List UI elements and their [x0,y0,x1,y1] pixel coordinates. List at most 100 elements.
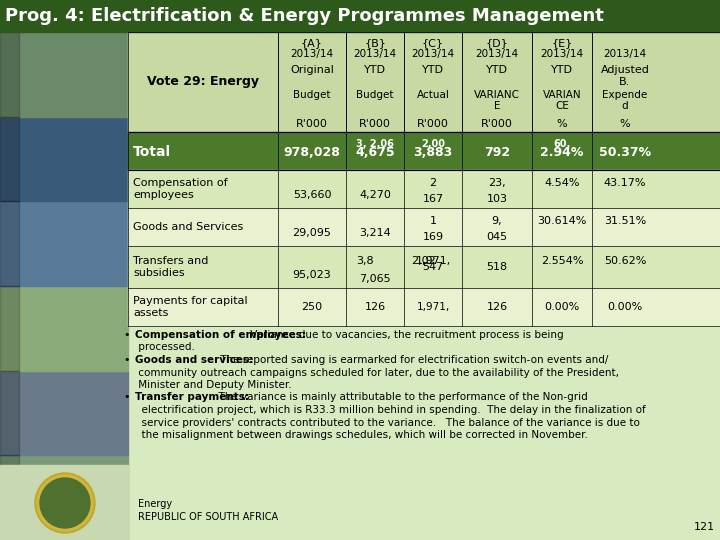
Bar [128,208,720,246]
Text: YTD: YTD [486,65,508,75]
Text: {E}: {E} [552,38,572,48]
Text: 1,971,: 1,971, [416,302,449,312]
Text: service providers' contracts contributed to the variance.   The balance of the v: service providers' contracts contributed… [135,417,640,428]
Text: •: • [124,393,130,402]
Text: 978,028: 978,028 [284,146,341,159]
Text: 9,: 9, [492,216,503,226]
Bar [128,32,720,132]
Text: 60,: 60, [554,139,571,149]
Text: Budget: Budget [356,90,394,100]
Text: community outreach campaigns scheduled for later, due to the availability of the: community outreach campaigns scheduled f… [135,368,619,377]
Text: 2013/14: 2013/14 [411,49,454,59]
Text: 547: 547 [423,262,444,272]
Text: Prog. 4: Electrification & Energy Programmes Management: Prog. 4: Electrification & Energy Progra… [5,7,604,25]
Text: 3,8: 3,8 [356,256,374,266]
Bar [0,0,720,32]
Text: 50.37%: 50.37% [599,146,651,159]
Text: 4,270: 4,270 [359,190,391,200]
Text: 53,660: 53,660 [293,190,331,200]
Text: 045: 045 [487,232,508,242]
Text: 2013/14: 2013/14 [354,49,397,59]
Bar [128,288,720,326]
Text: 29,095: 29,095 [292,228,331,238]
Text: %: % [557,119,567,129]
Text: 167: 167 [423,194,444,204]
Text: {A}: {A} [301,38,323,48]
Bar [0,117,19,201]
Text: 2.94%: 2.94% [540,146,584,159]
Text: 2013/14: 2013/14 [475,49,518,59]
Text: R'000: R'000 [417,119,449,129]
Text: 792: 792 [484,146,510,159]
Text: Vote 29: Energy: Vote 29: Energy [147,76,259,89]
Text: 31.51%: 31.51% [604,216,646,226]
Text: Minister and Deputy Minister.: Minister and Deputy Minister. [135,380,292,390]
Text: 103: 103 [487,194,508,204]
Text: Transfer payments:: Transfer payments: [135,393,249,402]
Bar [0,32,19,117]
Text: 0.00%: 0.00% [544,302,580,312]
Text: Goods and services:: Goods and services: [135,355,253,365]
Bar [0,455,128,540]
Text: Budget: Budget [293,90,330,100]
Text: R'000: R'000 [296,119,328,129]
Text: 518: 518 [487,262,508,272]
Bar [0,455,19,540]
Text: the misalignment between drawings schedules, which will be corrected in November: the misalignment between drawings schedu… [135,430,588,440]
Text: YTD: YTD [364,65,386,75]
Text: 2,02: 2,02 [410,256,436,266]
Text: 0.00%: 0.00% [608,302,643,312]
Text: 23,: 23, [488,178,506,188]
Text: 1,971,: 1,971, [415,256,451,266]
Text: 3, 2,06: 3, 2,06 [356,139,394,149]
Text: Variance due to vacancies, the recruitment process is being: Variance due to vacancies, the recruitme… [247,330,564,340]
Text: {D}: {D} [485,38,508,48]
Text: The reported saving is earmarked for electrification switch-on events and/: The reported saving is earmarked for ele… [217,355,608,365]
Circle shape [35,473,95,533]
Text: 4.54%: 4.54% [544,178,580,188]
Circle shape [40,478,90,528]
Text: 3,883: 3,883 [413,146,453,159]
Bar [128,246,720,288]
Text: Payments for capital
assets: Payments for capital assets [133,296,248,318]
Text: Compensation of employees:: Compensation of employees: [135,330,306,340]
Text: Actual: Actual [417,90,449,100]
Text: Transfers and
subsidies: Transfers and subsidies [133,256,208,278]
Text: Adjusted
B.: Adjusted B. [600,65,649,86]
Text: The variance is mainly attributable to the performance of the Non-grid: The variance is mainly attributable to t… [212,393,588,402]
Bar [0,32,128,117]
Bar [0,286,128,370]
Text: 50.62%: 50.62% [604,256,646,266]
Text: YTD: YTD [551,65,573,75]
Text: R'000: R'000 [359,119,391,129]
Text: 169: 169 [423,232,444,242]
Text: Expende
d: Expende d [603,90,647,111]
Text: R'000: R'000 [481,119,513,129]
Text: 2.554%: 2.554% [541,256,583,266]
Text: Total: Total [133,145,171,159]
Text: 126: 126 [487,302,508,312]
Bar [0,370,128,455]
Bar [0,465,128,540]
Text: processed.: processed. [135,342,195,353]
Text: Compensation of
employees: Compensation of employees [133,178,228,200]
Text: {C}: {C} [422,38,444,48]
Text: 2,00: 2,00 [421,139,445,149]
Text: 2013/14: 2013/14 [290,49,333,59]
Text: 250: 250 [302,302,323,312]
Text: 2013/14: 2013/14 [541,49,584,59]
Text: Goods and Services: Goods and Services [133,222,243,232]
Text: •: • [124,330,130,340]
Text: VARIANC
E: VARIANC E [474,90,520,111]
Text: VARIAN
CE: VARIAN CE [543,90,581,111]
Text: 7,065: 7,065 [359,274,391,284]
Bar [128,132,720,170]
Text: 1: 1 [430,216,436,226]
Text: 121: 121 [694,522,715,532]
Text: YTD: YTD [422,65,444,75]
Text: electrification project, which is R33.3 million behind in spending.  The delay i: electrification project, which is R33.3 … [135,405,646,415]
Bar [0,201,128,286]
Bar [0,201,19,286]
Text: 2: 2 [429,178,436,188]
Text: 2013/14: 2013/14 [603,49,647,59]
